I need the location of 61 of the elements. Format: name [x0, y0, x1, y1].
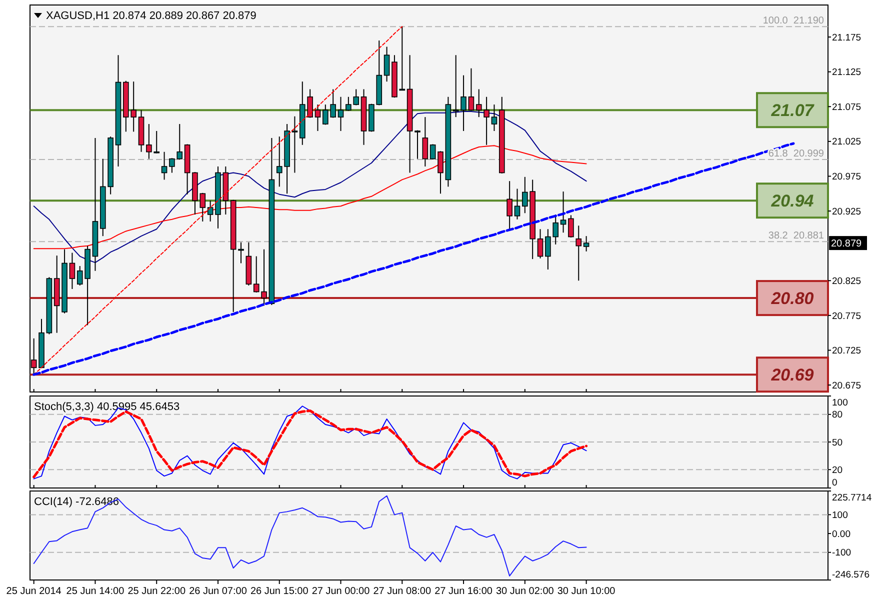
x-tick-label: 30 Jun 10:00	[557, 586, 616, 597]
candlestick	[384, 46, 390, 82]
y-tick-label: 20.825	[832, 276, 862, 287]
candlestick	[583, 236, 590, 252]
x-tick-label: 26 Jun 15:00	[250, 586, 309, 597]
y-tick-label: 50	[832, 437, 843, 448]
ref-line-label: 21.07	[770, 101, 816, 120]
candlestick	[468, 68, 474, 112]
y-tick-label: 21.175	[832, 32, 862, 44]
candlestick	[576, 225, 582, 282]
x-tick-label: 25 Jun 14:00	[66, 586, 125, 597]
y-tick-label: 20.975	[832, 172, 862, 183]
y-tick-label: 225.7714	[832, 492, 872, 504]
candlestick	[161, 151, 168, 180]
candlestick	[414, 130, 420, 160]
y-tick-label: 20.775	[832, 310, 862, 322]
y-tick-label: 21.075	[832, 102, 862, 113]
candlestick	[568, 214, 574, 238]
y-tick-label: 20.725	[832, 346, 862, 357]
ref-line-label: 20.80	[770, 289, 814, 308]
x-tick-label: 27 Jun 08:00	[373, 586, 432, 597]
candlestick	[69, 252, 76, 290]
y-tick-label: 100	[832, 397, 848, 408]
y-tick-label: 80	[832, 410, 843, 421]
y-tick-label: 21.025	[832, 136, 862, 148]
y-tick-label: -246.576	[832, 569, 870, 580]
x-tick-label: 27 Jun 00:00	[312, 586, 370, 597]
x-tick-label: 25 Jun 2014	[6, 586, 62, 597]
candlestick	[438, 150, 444, 194]
chart-title: XAGUSD,H1 20.874 20.889 20.867 20.879	[46, 10, 256, 22]
ref-line-label: 61.8 20.999	[768, 148, 824, 160]
ref-line-label: 20.94	[770, 192, 814, 211]
candlestick	[514, 188, 520, 220]
candlestick	[491, 104, 498, 132]
candlestick	[422, 116, 428, 167]
candlestick	[560, 191, 566, 234]
x-tick-label: 27 Jun 16:00	[434, 586, 493, 597]
y-tick-label: 21.125	[832, 67, 862, 78]
y-tick-label: 0	[832, 477, 838, 488]
chart-title: Stoch(5,3,3) 40.5995 45.6453	[34, 401, 180, 413]
annotation: 20.879	[831, 238, 862, 250]
candlestick	[506, 180, 512, 230]
y-tick-label: 0.00	[832, 528, 850, 540]
ref-line-label: 20.69	[770, 366, 814, 385]
x-tick-label: 26 Jun 07:00	[189, 586, 248, 597]
y-tick-label: 20.925	[832, 206, 862, 218]
candlestick	[537, 228, 544, 259]
x-tick-label: 30 Jun 02:00	[496, 586, 554, 597]
candlestick	[314, 104, 321, 132]
y-tick-label: 20.675	[832, 380, 862, 392]
candlestick	[238, 242, 244, 264]
ref-line-label: 100.0 21.190	[762, 16, 824, 27]
candlestick	[292, 116, 298, 174]
y-tick-label: 100	[832, 510, 848, 522]
y-tick-label: 20	[832, 464, 843, 476]
candlestick	[207, 200, 214, 222]
ref-line-label: 38.2 20.881	[768, 230, 824, 242]
y-tick-label: -100	[832, 548, 852, 559]
candlestick	[430, 144, 436, 160]
candlestick	[338, 96, 344, 132]
x-tick-label: 25 Jun 22:00	[128, 586, 186, 597]
